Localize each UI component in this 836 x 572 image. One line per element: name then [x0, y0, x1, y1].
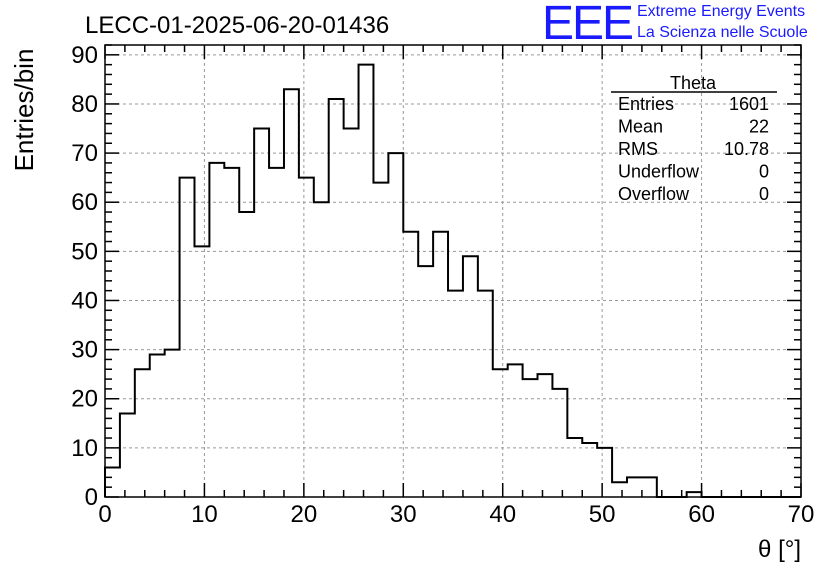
eee-logo: EEE Extreme Energy Events La Scienza nel… — [542, 0, 832, 48]
y-tick-label: 50 — [71, 238, 98, 265]
stats-value: 0 — [759, 184, 769, 204]
y-tick-label: 10 — [71, 435, 98, 462]
histogram-bin — [523, 379, 538, 497]
eee-logo-line1: Extreme Energy Events — [637, 3, 806, 20]
stats-label: Underflow — [618, 162, 700, 182]
histogram-bin — [627, 477, 642, 497]
axes — [104, 44, 802, 498]
histogram-bin — [239, 212, 254, 497]
x-tick-label: 50 — [589, 501, 616, 528]
histogram-bin — [612, 482, 627, 497]
histogram-bin — [329, 99, 344, 497]
x-tick-label: 40 — [489, 501, 516, 528]
stats-value: 22 — [749, 117, 769, 137]
histogram-outline — [104, 63, 801, 498]
histogram-bin — [463, 256, 478, 497]
histogram-bin — [552, 389, 567, 497]
histogram-bin — [478, 291, 493, 497]
stats-label: Entries — [618, 94, 674, 114]
histogram-bin — [180, 178, 195, 497]
histogram-bin — [582, 443, 597, 497]
histogram-bin — [165, 350, 180, 497]
histogram-bin — [299, 178, 314, 497]
y-axis-label: Entries/bin — [9, 49, 39, 172]
histogram-bin — [209, 163, 224, 497]
histogram-bin — [135, 369, 150, 497]
histogram-bin — [493, 369, 508, 497]
eee-logo-line2: La Scienza nelle Scuole — [637, 24, 808, 41]
x-tick-label: 0 — [98, 501, 111, 528]
y-tick-label: 60 — [71, 189, 98, 216]
x-axis-label: θ [°] — [758, 536, 801, 563]
stats-label: Overflow — [618, 184, 690, 204]
eee-logo-mark: EEE — [542, 0, 634, 50]
histogram-bin — [359, 65, 374, 497]
histogram-bin — [150, 355, 165, 497]
plot-frame — [104, 44, 802, 498]
histogram-bin — [642, 477, 657, 497]
histogram-bin — [120, 413, 135, 497]
stats-value: 1601 — [729, 94, 769, 114]
y-tick-label: 80 — [71, 91, 98, 118]
y-tick-label: 30 — [71, 337, 98, 364]
histogram-bin — [254, 129, 269, 497]
histogram-bin — [433, 232, 448, 497]
histogram-bin — [388, 153, 403, 497]
histogram-bin — [597, 448, 612, 497]
grid-lines — [105, 45, 801, 497]
histogram-bin — [284, 89, 299, 497]
histogram-bin — [344, 129, 359, 497]
x-tick-label: 10 — [191, 501, 218, 528]
histogram-bin — [403, 232, 418, 497]
y-tick-label: 40 — [71, 287, 98, 314]
histogram-bin — [448, 291, 463, 497]
histogram-bin — [508, 364, 523, 497]
histogram-bars — [104, 63, 801, 498]
histogram-bin — [538, 374, 553, 497]
stats-value: 10.78 — [724, 139, 769, 159]
histogram-bin — [373, 183, 388, 497]
x-tick-label: 60 — [688, 501, 715, 528]
x-tick-label: 20 — [291, 501, 318, 528]
tick-labels: 0 10 20 30 40 50 60 70 0 10 20 30 40 50 60 70 80 90 — [71, 42, 814, 528]
histogram-bin — [194, 246, 209, 497]
y-tick-label: 90 — [71, 42, 98, 69]
stats-box: Theta Entries 1601 Mean 22 RMS 10.78 Underflow… — [611, 73, 777, 204]
y-tick-label: 20 — [71, 386, 98, 413]
stats-rows: Entries 1601 Mean 22 RMS 10.78 Underflow 0 Overf… — [618, 94, 769, 204]
histogram-bin — [567, 438, 582, 497]
stats-label: RMS — [618, 139, 658, 159]
y-tick-label: 0 — [85, 484, 98, 511]
stats-value: 0 — [759, 162, 769, 182]
y-tick-label: 70 — [71, 140, 98, 167]
x-tick-label: 70 — [788, 501, 815, 528]
stats-title: Theta — [670, 73, 717, 93]
histogram-bin — [105, 468, 120, 497]
chart-title: LECC-01-2025-06-20-01436 — [85, 12, 389, 39]
x-tick-label: 30 — [390, 501, 417, 528]
stats-label: Mean — [618, 117, 663, 137]
